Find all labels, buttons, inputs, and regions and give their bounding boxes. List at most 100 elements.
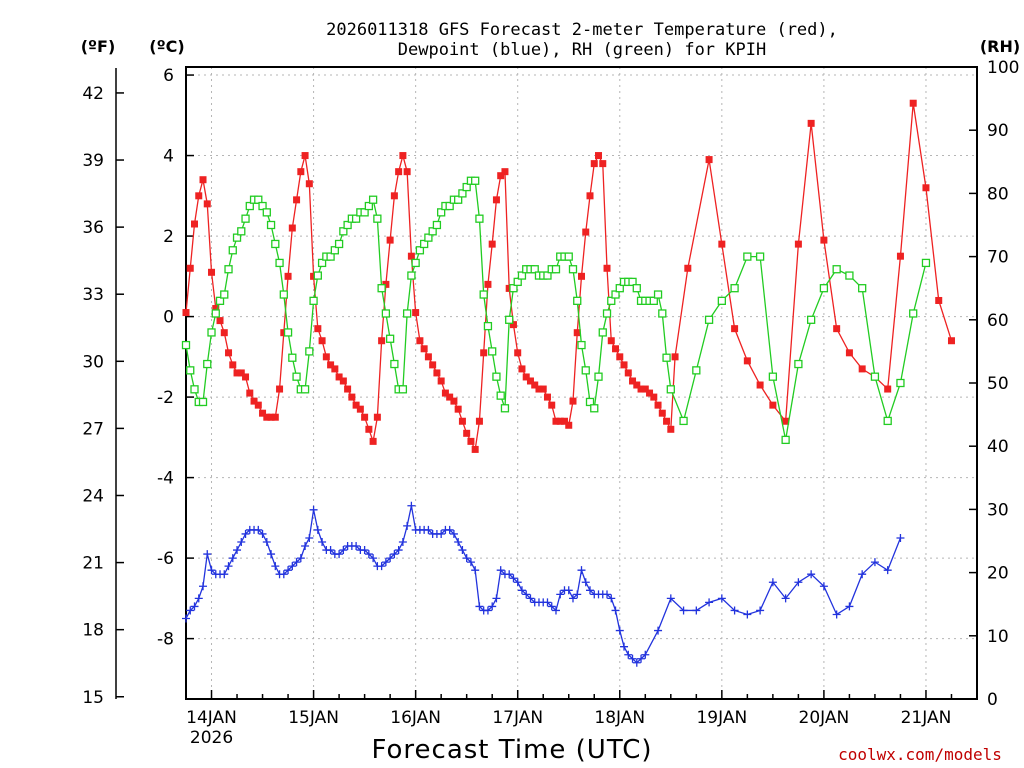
temperature-point [620,361,628,369]
temperature-point [314,325,322,333]
celsius-tick-label: -4 [157,469,174,489]
dewpoint-point [547,602,556,611]
rh-point [513,277,522,287]
temperature-point [807,119,815,127]
dewpoint-point [505,570,514,579]
celsius-tick-label: -8 [157,630,174,650]
rh-point [288,353,297,362]
temperature-point [480,349,488,357]
dewpoint-point [318,538,327,547]
rh-point [530,265,539,274]
fahrenheit-tick-label: 27 [82,419,104,439]
temperature-point [820,236,828,244]
dewpoint-point [462,554,471,563]
fahrenheit-tick-label: 18 [82,621,104,641]
rh-point [368,195,378,204]
dewpoint-point [458,546,467,555]
rh-point [755,252,765,261]
rh-point [428,227,437,236]
rh-point [505,315,514,324]
temperature-point [288,224,296,232]
rh-point [190,385,199,394]
date-tick-label: 17JAN [492,708,543,728]
rh-point [198,397,208,407]
rh-point [666,385,675,394]
temperature-point [297,168,305,176]
fahrenheit-tick-label: 42 [82,84,104,104]
date-tick-label: 21JAN [901,708,952,728]
fahrenheit-tick-label: 30 [82,352,104,372]
dewpoint-point [237,538,246,547]
dewpoint-point [292,558,301,567]
rh-point [279,290,288,299]
temperature-point [242,373,250,381]
temperature-point [395,168,403,176]
temperature-point [254,401,262,409]
temperature-point [344,385,352,393]
temperature-point [488,240,496,248]
dewpoint-point [781,594,790,603]
credit-text: coolwx.com/models [838,745,1002,764]
dewpoint-point [258,529,267,538]
temperature-point [259,409,267,417]
rh-point [462,182,471,192]
dewpoint-point [717,594,726,603]
rh-point [334,239,344,249]
celsius-tick-label: 0 [163,308,174,328]
temperature-point [756,381,764,389]
dewpoint-point [326,546,335,555]
temperature-point [471,445,479,453]
fahrenheit-tick-label: 15 [82,688,104,708]
temperature-point [365,425,373,433]
dewpoint-point [577,566,586,575]
temperature-point [684,264,692,272]
rh-point [432,220,442,230]
temperature-point [212,305,220,313]
rh-point [883,416,892,426]
dewpoint-point [628,654,637,663]
temperature-point [399,152,407,160]
temperature-point [526,377,534,385]
temperature-point [522,373,530,381]
dewpoint-point [632,658,641,667]
temperature-point [437,377,445,385]
rh-point [437,208,446,217]
dewpoint-point [394,546,403,555]
temperature-point [654,401,662,409]
plot-frame [185,66,978,700]
temperature-point [922,184,930,192]
rh-point [228,246,237,255]
rh-point [649,296,658,305]
rh-point [445,201,454,211]
dewpoint-point [279,570,288,579]
temperature-point [518,365,526,373]
year-label: 2026 [190,728,233,748]
temperature-point [182,309,190,317]
rh-point [262,208,271,217]
temperature-point [658,409,666,417]
dewpoint-point [475,602,484,611]
dewpoint-point [488,602,497,611]
temperature-point [195,192,203,200]
rh-point [858,284,867,293]
dewpoint-point [705,598,714,607]
rh-point [254,195,263,204]
temperature-point [454,405,462,413]
rh-point [921,258,931,268]
rh-point [300,385,310,394]
temperature-point [186,264,194,272]
date-tick-label: 19JAN [696,708,747,728]
temperature-point [424,353,432,361]
rh-point [313,271,322,280]
temperature-point [318,337,326,345]
rh-point [585,397,595,407]
temperature-point [514,349,522,357]
rh-point [305,347,314,356]
rh-point [402,309,412,318]
temperature-point [782,417,790,425]
celsius-unit-label: (ºC) [149,37,184,56]
temperature-point [237,369,245,377]
rh-point [326,252,335,261]
temperature-point [556,417,564,425]
dewpoint-point [679,606,688,615]
